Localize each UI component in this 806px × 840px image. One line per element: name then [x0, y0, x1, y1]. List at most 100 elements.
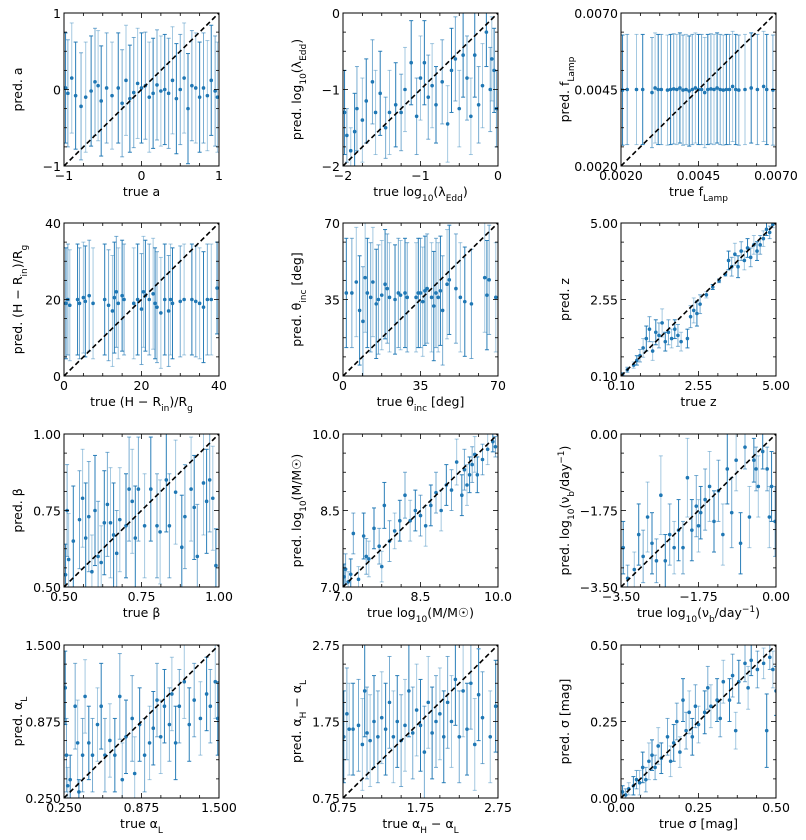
- data-point: [418, 723, 423, 728]
- data-point: [361, 319, 365, 324]
- data-point: [654, 558, 659, 563]
- data-point: [487, 278, 491, 282]
- x-tick-label: −1: [55, 168, 73, 183]
- data-point: [133, 536, 138, 540]
- data-point: [710, 285, 715, 289]
- data-point: [167, 722, 172, 727]
- diagonal-reference-line: [64, 645, 219, 798]
- data-point: [116, 301, 121, 306]
- data-point: [379, 564, 384, 569]
- x-tick-label: 2.75: [484, 800, 512, 815]
- data-point: [89, 89, 93, 93]
- diagonal-reference-line: [343, 13, 498, 166]
- x-tick-label: 0.00: [762, 589, 790, 604]
- data-point: [685, 336, 690, 341]
- data-point: [382, 503, 387, 508]
- plot-area: [64, 13, 219, 166]
- data-point: [637, 780, 642, 785]
- data-point: [669, 336, 674, 341]
- y-tick-label: 8.5: [320, 504, 340, 519]
- plot-area: [621, 13, 776, 166]
- data-point: [162, 297, 167, 302]
- x-tick-label: 1: [215, 168, 223, 183]
- data-point: [391, 735, 396, 739]
- data-point: [469, 302, 474, 306]
- data-point: [105, 502, 110, 507]
- data-point: [99, 560, 103, 565]
- data-point: [771, 88, 775, 92]
- data-point: [429, 503, 433, 508]
- data-point: [438, 712, 442, 716]
- data-point: [174, 96, 179, 101]
- data-point: [357, 308, 362, 313]
- data-point: [485, 293, 489, 297]
- data-point: [461, 689, 465, 693]
- data-point: [95, 722, 100, 727]
- data-point: [480, 715, 485, 720]
- data-point: [663, 558, 668, 563]
- data-point: [356, 723, 361, 728]
- data-point: [625, 87, 629, 92]
- data-point: [96, 83, 100, 88]
- x-tick-label: 0.0020: [599, 168, 643, 183]
- data-point: [385, 286, 390, 291]
- data-point: [699, 87, 704, 92]
- data-point: [155, 83, 159, 87]
- x-tick-label: 1.75: [407, 800, 435, 815]
- y-tick-label: 1.00: [33, 427, 61, 442]
- data-point: [488, 735, 493, 739]
- data-point: [687, 710, 691, 715]
- data-point: [77, 301, 82, 306]
- data-point: [208, 704, 213, 708]
- data-point: [409, 60, 414, 65]
- data-point: [422, 60, 427, 65]
- data-point: [110, 93, 114, 98]
- data-point: [205, 93, 210, 98]
- data-point: [465, 483, 469, 487]
- data-point: [476, 692, 481, 697]
- data-point: [748, 255, 753, 260]
- y-axis-label: pred. αH − αL: [289, 680, 309, 763]
- data-point: [702, 90, 707, 95]
- data-point: [118, 517, 122, 522]
- data-point: [653, 330, 658, 335]
- data-point: [151, 291, 155, 296]
- data-point: [488, 87, 493, 92]
- data-point: [492, 68, 496, 73]
- diagonal-reference-line: [343, 434, 498, 587]
- diagonal-reference-line: [621, 13, 776, 166]
- x-axis-label: true θinc [deg]: [377, 394, 465, 414]
- x-tick-label: 0.00: [607, 800, 635, 815]
- data-point: [695, 311, 699, 316]
- data-point: [373, 110, 378, 115]
- axes-frame: [63, 433, 220, 588]
- y-tick-label: 0.10: [590, 369, 618, 384]
- data-point: [83, 95, 88, 99]
- data-point: [182, 76, 186, 80]
- data-point: [764, 227, 769, 232]
- diagonal-reference-line: [621, 434, 776, 587]
- data-point: [131, 301, 136, 306]
- data-point: [102, 520, 107, 525]
- data-point: [120, 777, 125, 782]
- y-tick-label: 0.0045: [574, 83, 618, 98]
- data-point: [211, 496, 215, 501]
- data-point: [414, 708, 419, 712]
- axes-frame: [342, 222, 499, 377]
- data-point: [746, 686, 750, 690]
- x-axis-label: true log10(M/M☉): [367, 605, 474, 625]
- data-point: [99, 704, 103, 708]
- data-point: [453, 57, 458, 61]
- data-point: [122, 297, 126, 302]
- y-tick-label: 7.0: [320, 580, 340, 595]
- data-point: [377, 544, 381, 548]
- data-point: [636, 532, 641, 537]
- data-point: [743, 445, 747, 449]
- data-point: [204, 692, 209, 696]
- data-point: [83, 694, 87, 699]
- y-axis-label: pred. log10(M/M☉): [289, 454, 309, 568]
- data-point: [493, 704, 498, 708]
- plot-area: [343, 223, 498, 376]
- data-point: [485, 447, 490, 452]
